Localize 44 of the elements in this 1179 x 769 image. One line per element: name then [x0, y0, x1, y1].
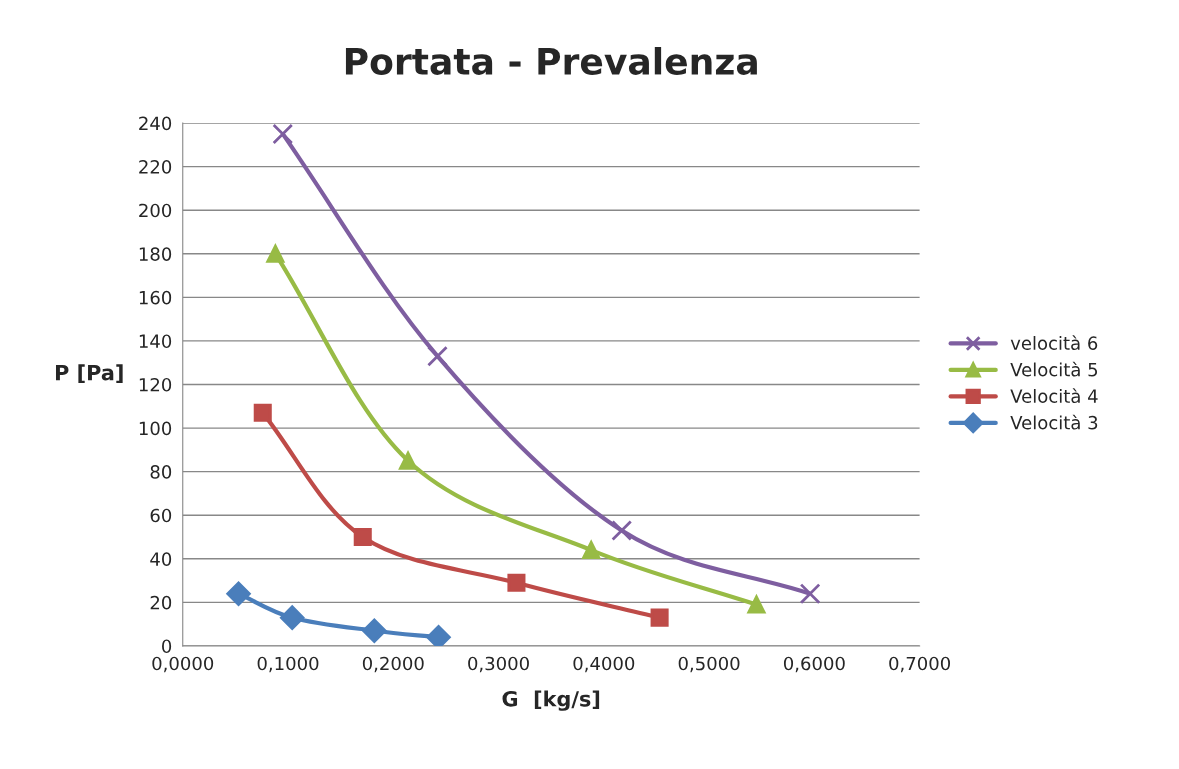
y-tick-label: 40 [150, 552, 172, 566]
point [266, 244, 285, 263]
point [582, 541, 601, 560]
x-tick-label: 0,7000 [889, 656, 951, 673]
legend-label: Velocità 3 [1010, 414, 1098, 430]
legend-label: velocità 6 [1010, 335, 1098, 350]
point [426, 625, 451, 646]
chart-title: Portata - Prevalenza [345, 46, 757, 75]
point [611, 520, 633, 541]
point [253, 403, 272, 422]
y-tick-label: 240 [139, 116, 172, 131]
point [799, 583, 821, 605]
x-tick-label: 0,4000 [573, 656, 635, 673]
point [650, 608, 669, 627]
x-axis-title: G [kg/s] [502, 690, 600, 711]
y-tick-label: 60 [150, 508, 172, 523]
y-tick-label: 80 [150, 465, 172, 479]
point [507, 573, 526, 592]
point [362, 618, 387, 643]
point [353, 527, 372, 547]
y-tick-label: 160 [139, 290, 172, 305]
y-tick-label: 180 [139, 247, 172, 261]
y-tick-label: 220 [139, 160, 172, 174]
y-tick-label: 0 [162, 639, 172, 654]
point [272, 123, 294, 145]
x-tick-label: 0,5000 [678, 656, 740, 673]
x-tick-label: 0,0000 [152, 656, 214, 673]
legend-label: Velocità 4 [1010, 388, 1098, 403]
point [226, 581, 251, 606]
y-tick-label: 120 [139, 377, 172, 392]
y-axis-title: P [Pa] [55, 364, 123, 383]
x-tick-label: 0,3000 [468, 656, 529, 673]
y-tick-label: 140 [139, 334, 172, 349]
x-tick-label: 0,1000 [257, 656, 319, 673]
x-tick-label: 0,2000 [362, 656, 424, 673]
legend-label: Velocità 5 [1010, 361, 1098, 377]
x-tick-label: 0,6000 [783, 656, 845, 673]
y-tick-label: 200 [139, 203, 172, 218]
point [747, 595, 766, 614]
y-tick-label: 100 [139, 421, 172, 436]
point [280, 605, 305, 630]
y-tick-label: 20 [150, 595, 172, 610]
point [427, 345, 448, 367]
point [398, 451, 418, 470]
